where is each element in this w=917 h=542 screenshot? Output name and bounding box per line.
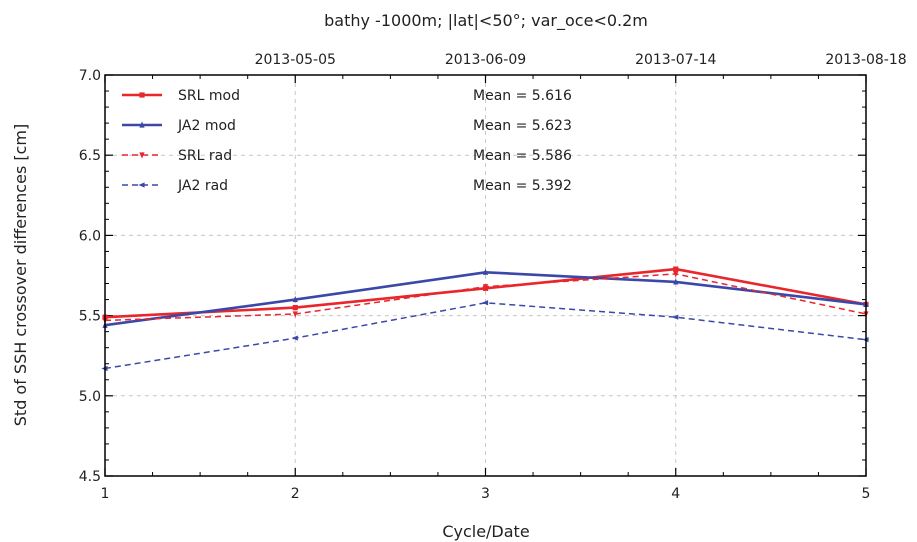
top-date-label: 2013-05-05	[255, 52, 336, 68]
legend-label: JA2 rad	[177, 178, 228, 194]
plot-frame	[104, 74, 867, 477]
y-tick-label: 6.0	[79, 228, 101, 244]
data-point	[673, 266, 679, 272]
chart-title: bathy -1000m; |lat|<50°; var_oce<0.2m	[324, 11, 648, 31]
axis-ticks: 1 2 3 4 5 2013-05-05 2013-06-09 2013-07-14 2013-…	[79, 52, 907, 502]
legend-label: SRL rad	[178, 148, 232, 164]
top-date-label: 2013-08-18	[825, 52, 906, 68]
x-tick-label: 4	[671, 486, 680, 502]
legend-label: JA2 mod	[177, 118, 236, 134]
legend: SRL mod Mean = 5.616 JA2 mod Mean = 5.623 SR…	[122, 88, 572, 194]
data-point	[481, 300, 489, 306]
legend-item: SRL mod	[122, 88, 240, 104]
x-tick-label: 5	[862, 486, 871, 502]
legend-item: JA2 rad	[122, 178, 228, 194]
data-point	[673, 278, 679, 285]
data-point	[672, 314, 679, 320]
series-srl-rad	[102, 271, 869, 325]
data-point	[292, 304, 298, 311]
top-date-label: 2013-06-09	[445, 52, 526, 68]
mean-label: Mean = 5.616	[473, 88, 572, 104]
data-point	[291, 335, 298, 341]
mean-label: Mean = 5.392	[473, 178, 572, 194]
legend-marker	[139, 121, 145, 128]
legend-item: SRL rad	[122, 148, 232, 164]
mean-label: Mean = 5.586	[473, 148, 572, 164]
legend-label: SRL mod	[178, 88, 240, 104]
data-point	[292, 295, 298, 303]
y-tick-label: 6.5	[79, 148, 101, 164]
series-line	[104, 273, 867, 322]
x-tick-label: 2	[291, 486, 300, 502]
data-point	[482, 268, 489, 275]
legend-item: JA2 mod	[122, 118, 236, 134]
y-tick-label: 4.5	[79, 469, 101, 485]
legend-marker	[139, 152, 145, 159]
legend-marker	[139, 92, 145, 98]
top-date-label: 2013-07-14	[635, 52, 716, 68]
series-line	[104, 302, 867, 370]
y-tick-label: 5.0	[79, 389, 101, 405]
series-layer	[101, 266, 869, 372]
data-point	[292, 311, 298, 318]
data-point	[673, 271, 679, 278]
y-tick-label: 7.0	[79, 68, 101, 84]
x-tick-label: 1	[101, 486, 110, 502]
y-axis-label: Std of SSH crossover differences [cm]	[11, 124, 30, 426]
grid	[104, 75, 867, 476]
x-tick-label: 3	[481, 486, 490, 502]
mean-label: Mean = 5.623	[473, 118, 572, 134]
legend-marker	[138, 182, 145, 188]
x-axis-label: Cycle/Date	[442, 522, 529, 541]
data-point	[482, 284, 489, 291]
y-tick-label: 5.5	[79, 309, 101, 325]
